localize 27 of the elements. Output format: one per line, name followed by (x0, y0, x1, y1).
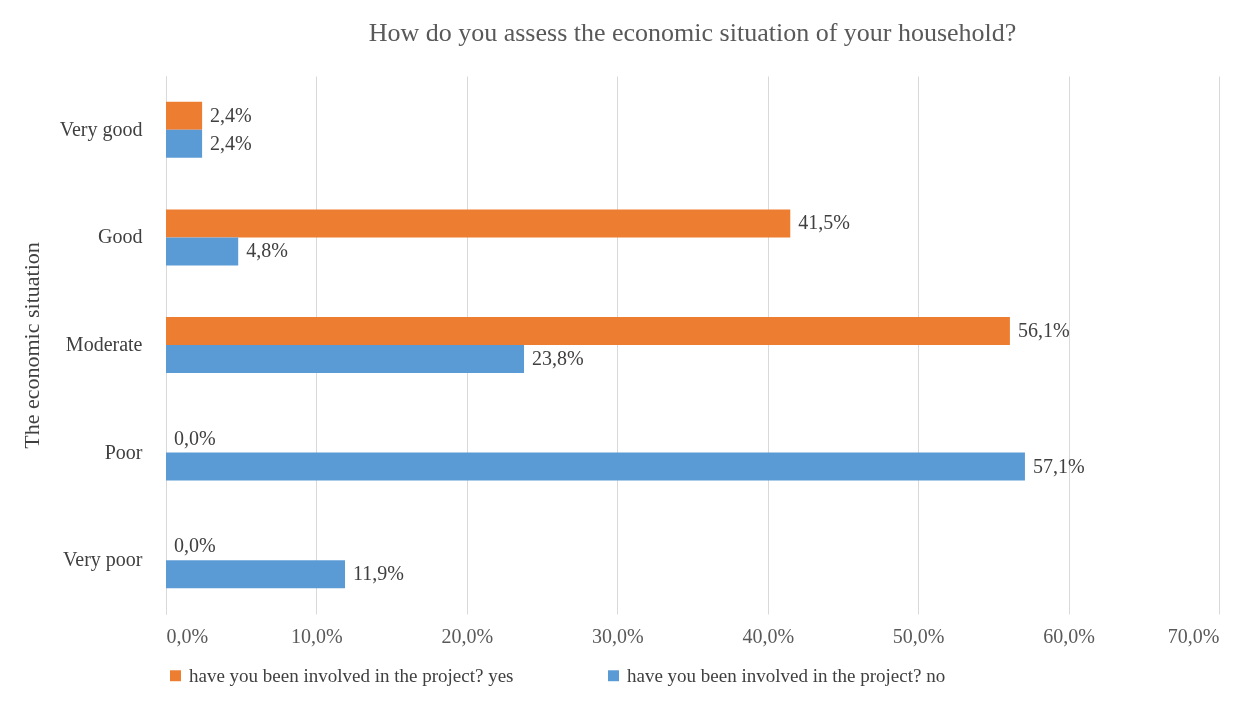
data-label: 2,4% (210, 131, 252, 154)
chart-title: How do you assess the economic situation of your household? (368, 18, 1017, 47)
y-tick-label: Moderate (65, 333, 143, 355)
data-label: 23,8% (532, 346, 584, 369)
y-tick-label: Very good (59, 117, 143, 141)
data-label: 0,0% (174, 426, 216, 449)
y-tick-label: Good (98, 225, 143, 248)
data-label: 4,8% (246, 239, 288, 262)
y-tick-label: Very poor (63, 548, 143, 572)
x-tick-label: 30,0% (591, 624, 644, 647)
x-tick-label: 50,0% (892, 624, 945, 647)
x-tick-label: 40,0% (742, 624, 795, 647)
legend-label: have you been involved in the project? yes (189, 664, 514, 686)
x-tick-label: 0,0% (166, 624, 209, 647)
x-tick-label: 20,0% (441, 624, 494, 647)
data-label: 56,1% (1017, 319, 1070, 342)
legend-label: have you been involved in the project? no (627, 664, 946, 686)
y-axis-title: The economic situation (18, 242, 44, 449)
x-tick-label: 60,0% (1043, 624, 1095, 647)
data-label: 11,9% (353, 562, 404, 585)
data-label: 2,4% (210, 103, 252, 126)
data-label: 57,1% (1032, 454, 1085, 477)
x-tick-label: 10,0% (291, 624, 343, 647)
data-label: 41,5% (798, 211, 850, 234)
y-tick-label: Poor (104, 440, 143, 463)
x-tick-label: 70,0% (1167, 624, 1220, 647)
data-label: 0,0% (174, 534, 216, 557)
